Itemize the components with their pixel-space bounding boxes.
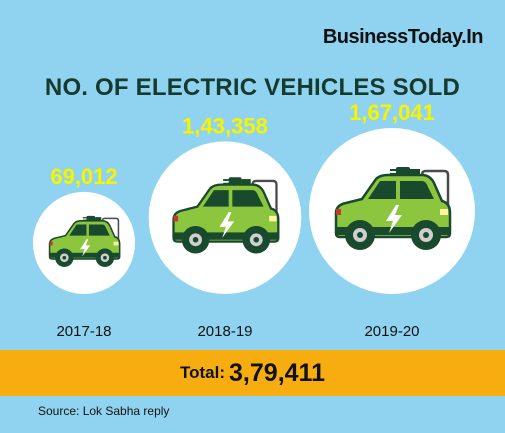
bubble-2017-18: 69,012 2017-18 [32, 164, 136, 340]
value-label: 69,012 [50, 164, 117, 189]
category-label: 2019-20 [364, 323, 419, 340]
bubble-2018-19: 1,43,358 2018-19 [148, 113, 302, 340]
category-label: 2018-19 [197, 323, 252, 340]
category-label: 2017-18 [56, 323, 111, 340]
electric-car-icon [172, 177, 280, 254]
total-label: Total: [180, 363, 226, 382]
electric-car-icon [48, 215, 121, 267]
chart-title: NO. OF ELECTRIC VEHICLES SOLD [44, 74, 461, 101]
total-value: 3,79,411 [229, 358, 325, 387]
value-label: 1,67,041 [349, 100, 435, 125]
source-note: Source: Lok Sabha reply [38, 404, 170, 418]
total-bar: Total: 3,79,411 [0, 350, 505, 396]
bubble-2019-20: 1,67,041 2019-20 [309, 100, 475, 340]
brand-logo: BusinessToday.In [322, 26, 484, 48]
value-label: 1,43,358 [182, 113, 268, 138]
electric-car-icon [334, 167, 452, 250]
